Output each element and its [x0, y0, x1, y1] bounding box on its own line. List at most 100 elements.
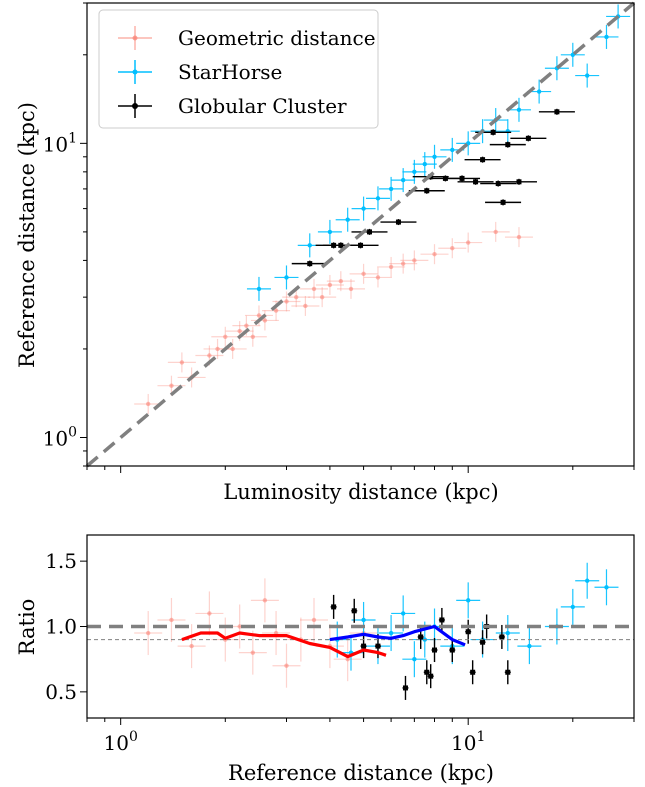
- bottom-point-starhorse: [495, 615, 520, 652]
- top-point-starhorse: [274, 265, 299, 290]
- top-point-geometric-distance: [349, 263, 378, 284]
- bottom-point-globular-cluster: [360, 634, 367, 659]
- bottom-point-geometric-distance: [195, 591, 224, 636]
- top-point-geometric-distance: [272, 291, 301, 312]
- bottom-point-starhorse: [379, 615, 404, 652]
- bottom-point-geometric-distance: [262, 611, 291, 656]
- top-point-starhorse: [412, 152, 437, 177]
- bottom-point-geometric-distance: [134, 611, 163, 656]
- top-y-tick-label: 100: [43, 424, 77, 450]
- top-point-globular-cluster: [351, 228, 388, 235]
- top-point-globular-cluster: [457, 178, 494, 185]
- top-point-geometric-distance: [250, 310, 279, 331]
- top-y-tick-label: 101: [43, 130, 77, 156]
- top-point-starhorse: [246, 276, 271, 301]
- top-point-geometric-distance: [377, 256, 406, 277]
- top-point-geometric-distance: [420, 244, 449, 265]
- bottom-point-starhorse: [560, 588, 585, 625]
- top-point-geometric-distance: [389, 253, 418, 274]
- starhorse-median-line: [329, 624, 466, 647]
- top-point-geometric-distance: [167, 352, 196, 373]
- bottom-point-globular-cluster: [498, 624, 505, 649]
- top-x-axis-title: Luminosity distance (kpc): [223, 480, 498, 504]
- legend-label-geometric: Geometric distance: [178, 26, 376, 50]
- bottom-panel: 0.5 1.0 1.5 100 101 Reference distance (kpc)…: [15, 534, 635, 785]
- top-point-geometric-distance: [238, 326, 267, 347]
- bottom-x-axis-title: Reference distance (kpc): [228, 761, 494, 785]
- bottom-y-tick-label: 1.5: [45, 549, 77, 573]
- top-ticks: 100 101: [43, 2, 635, 473]
- top-point-geometric-distance: [134, 393, 163, 414]
- top-point-starhorse: [335, 207, 360, 232]
- bottom-point-globular-cluster: [431, 638, 438, 663]
- legend-entry-geometric: Geometric distance: [118, 26, 376, 50]
- bottom-point-starhorse: [594, 569, 619, 606]
- bottom-point-starhorse: [575, 562, 600, 599]
- top-point-starhorse: [506, 97, 531, 122]
- bottom-point-geometric-distance: [272, 643, 301, 688]
- bottom-median-lines: [181, 624, 466, 659]
- legend-frame: [98, 9, 379, 129]
- bottom-point-globular-cluster: [469, 660, 476, 685]
- top-point-starhorse: [351, 196, 376, 221]
- top-point-starhorse: [317, 219, 342, 244]
- top-point-globular-cluster: [464, 156, 501, 163]
- top-point-globular-cluster: [500, 178, 537, 185]
- top-point-starhorse: [495, 119, 520, 144]
- top-point-geometric-distance: [454, 232, 483, 253]
- bottom-point-globular-cluster: [351, 598, 358, 623]
- bottom-point-globular-cluster: [465, 619, 472, 644]
- bottom-point-starhorse: [402, 641, 427, 678]
- bottom-x-tick-label: 100: [103, 729, 137, 755]
- bottom-point-globular-cluster: [427, 664, 434, 689]
- legend-entry-starhorse: StarHorse: [118, 60, 282, 84]
- bottom-point-globular-cluster: [479, 630, 486, 655]
- top-point-globular-cluster: [380, 219, 417, 226]
- top-point-geometric-distance: [262, 300, 291, 321]
- top-point-geometric-distance: [211, 326, 240, 347]
- bottom-point-geometric-distance: [250, 578, 279, 623]
- top-point-geometric-distance: [308, 287, 337, 308]
- bottom-point-starhorse: [456, 582, 481, 619]
- bottom-point-geometric-distance: [300, 597, 329, 642]
- bottom-y-tick-label: 0.5: [45, 680, 77, 704]
- bottom-point-starhorse: [351, 601, 376, 638]
- top-point-starhorse: [575, 63, 600, 88]
- top-point-geometric-distance: [363, 267, 392, 288]
- top-point-geometric-distance: [315, 274, 344, 295]
- top-point-geometric-distance: [291, 295, 320, 316]
- bottom-y-axis-title: Ratio: [15, 599, 39, 656]
- top-point-globular-cluster: [444, 175, 481, 182]
- top-plot-frame: [86, 2, 635, 467]
- bottom-point-globular-cluster: [438, 607, 445, 632]
- top-point-geometric-distance: [300, 278, 329, 299]
- bottom-point-globular-cluster: [402, 675, 409, 700]
- top-point-starhorse: [379, 176, 404, 201]
- top-point-geometric-distance: [400, 250, 429, 271]
- bottom-scatter-layer: [134, 562, 619, 700]
- top-point-starhorse: [594, 24, 619, 49]
- legend: Geometric distance StarHorse Globular Cl…: [98, 9, 379, 129]
- bottom-point-globular-cluster: [330, 594, 337, 619]
- top-point-geometric-distance: [504, 227, 533, 248]
- top-point-globular-cluster: [538, 108, 575, 115]
- top-point-geometric-distance: [481, 221, 510, 242]
- legend-entry-globular: Globular Cluster: [118, 94, 347, 118]
- top-point-geometric-distance: [326, 271, 355, 292]
- top-point-geometric-distance: [438, 238, 467, 259]
- top-y-axis-title: Reference distance (kpc): [15, 102, 39, 368]
- legend-label-globular: Globular Cluster: [178, 94, 347, 118]
- top-point-globular-cluster: [291, 260, 328, 267]
- geometric-median-line: [181, 631, 387, 659]
- bottom-point-globular-cluster: [423, 660, 430, 685]
- top-point-starhorse: [422, 144, 447, 169]
- bottom-point-globular-cluster: [504, 660, 511, 685]
- top-point-geometric-distance: [336, 278, 365, 299]
- bottom-point-globular-cluster: [449, 638, 456, 663]
- top-point-globular-cluster: [480, 180, 517, 187]
- bottom-y-tick-label: 1.0: [45, 615, 77, 639]
- bottom-point-starhorse: [517, 628, 542, 665]
- legend-label-starhorse: StarHorse: [178, 60, 282, 84]
- identity-reference-line: [85, 1, 636, 468]
